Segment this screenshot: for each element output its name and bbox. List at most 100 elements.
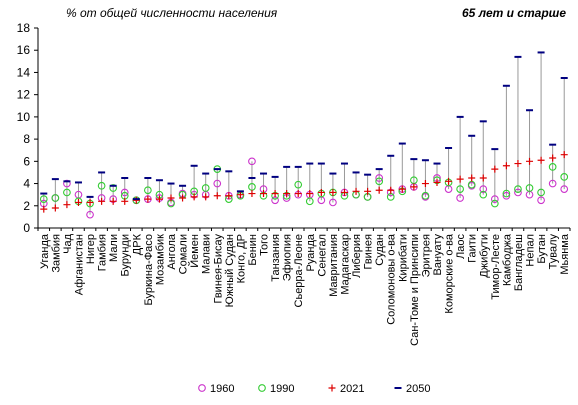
category-label: Камбоджа	[501, 233, 513, 286]
category-label: Тувалу	[548, 234, 560, 270]
legend-marker	[258, 384, 266, 392]
point-1990	[514, 185, 522, 193]
legend-marker	[328, 384, 336, 392]
point-1960	[479, 185, 488, 193]
point-2021	[445, 177, 453, 185]
point-2021	[225, 192, 233, 200]
point-1960	[490, 195, 499, 203]
point-2021	[537, 156, 545, 164]
category-label: Замбия	[50, 234, 62, 273]
point-1990	[560, 173, 569, 181]
y-tick-label: 12	[17, 88, 31, 102]
point-1960	[560, 185, 569, 193]
point-1990	[51, 194, 60, 202]
point-2021	[340, 188, 348, 196]
category-label: Бенин	[247, 234, 259, 266]
point-1960	[120, 188, 129, 197]
point-2021	[433, 178, 441, 186]
category-label: Мозамбик	[154, 234, 166, 285]
point-2021	[98, 197, 106, 205]
y-tick-label: 14	[17, 65, 31, 79]
point-1990	[375, 177, 384, 186]
point-2021	[364, 187, 372, 195]
legend-label: 1990	[270, 383, 294, 395]
category-label: Судан	[374, 234, 386, 266]
category-label: Нигер	[85, 234, 97, 264]
point-2021	[352, 187, 360, 195]
point-1990	[490, 199, 499, 208]
point-2021	[375, 186, 383, 194]
category-label: Джибути	[478, 234, 490, 278]
point-1990	[109, 184, 118, 192]
point-2021	[121, 197, 129, 205]
category-label: Мадагаскар	[339, 234, 351, 295]
legend-label: 2050	[406, 383, 430, 395]
point-2021	[306, 190, 314, 198]
point-2021	[468, 174, 476, 182]
category-label: Лаос	[455, 234, 467, 259]
point-2021	[74, 198, 82, 206]
category-label: Сомали	[178, 234, 190, 274]
point-1990	[39, 195, 48, 203]
point-2021	[260, 190, 268, 198]
point-2021	[560, 151, 568, 159]
point-1960	[86, 210, 94, 219]
point-1990	[97, 181, 106, 190]
point-1960	[329, 198, 337, 207]
point-1990	[537, 188, 545, 197]
category-label: Бурунди	[120, 234, 132, 277]
category-label: Мавритания	[328, 234, 340, 297]
legend-marker	[198, 384, 206, 392]
category-label: Йемен	[188, 234, 201, 268]
point-2021	[526, 157, 534, 165]
category-label: Тимор-Лесте	[490, 234, 502, 300]
category-label: Конго, ДР	[235, 234, 247, 283]
point-2021	[410, 183, 418, 191]
category-label: Бангладеш	[513, 234, 525, 291]
point-2021	[109, 197, 117, 205]
category-label: Афганистан	[73, 234, 85, 295]
point-1960	[537, 196, 545, 205]
point-2021	[179, 194, 187, 202]
category-label: Сьерра-Леоне	[293, 234, 305, 307]
point-2021	[86, 198, 94, 206]
category-label: Гаити	[467, 234, 479, 263]
y-tick-label: 10	[17, 110, 31, 124]
point-2021	[213, 192, 221, 200]
category-label: Сан-Томе и Принсипи	[409, 234, 421, 346]
point-2021	[63, 201, 71, 209]
point-1990	[479, 190, 488, 199]
category-label: Кирибати	[397, 234, 409, 282]
category-label: ДРК	[131, 233, 143, 255]
category-label: Эритрея	[420, 234, 432, 277]
chart-subtitle: % от общей численности населения	[66, 6, 278, 20]
point-2021	[329, 188, 337, 196]
legend-label: 2021	[340, 383, 364, 395]
point-2021	[317, 188, 325, 196]
point-2021	[387, 186, 395, 194]
point-1960	[502, 191, 511, 200]
point-1990	[525, 184, 534, 192]
category-label: Уганда	[39, 233, 51, 269]
category-label: Бутан	[536, 234, 548, 264]
point-1960	[375, 174, 384, 182]
point-1960	[548, 179, 557, 188]
point-1990	[421, 191, 430, 200]
point-2021	[456, 175, 464, 183]
point-1990	[548, 163, 557, 171]
point-2021	[144, 195, 152, 203]
category-label: Эфиопия	[282, 234, 294, 281]
category-label: Танзания	[270, 234, 282, 282]
point-2021	[248, 190, 256, 198]
point-1990	[201, 184, 210, 192]
point-2021	[40, 205, 48, 213]
point-2021	[479, 174, 487, 182]
category-label: Того	[259, 234, 271, 256]
category-label: Буркина-Фасо	[143, 234, 155, 306]
y-tick-label: 4	[23, 177, 30, 191]
category-label: Вануату	[432, 234, 444, 276]
category-label: Коморские о-ва	[444, 233, 456, 313]
point-2021	[271, 190, 279, 198]
category-label: Ангола	[166, 233, 178, 269]
